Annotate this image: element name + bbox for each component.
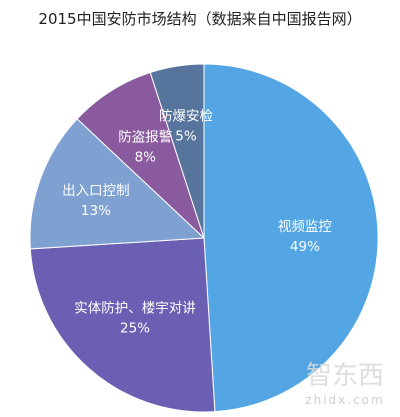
watermark-logo: 智东西 zhidx.com [305,361,384,407]
slice-value-4: 8% [135,149,157,165]
slice-value-1: 49% [290,239,320,255]
pie-slice-2 [29,237,216,413]
slice-value-3: 13% [81,203,111,219]
slice-label-4: 防盗报警 [118,129,172,145]
slice-label-1: 视频监控 [278,219,332,235]
slice-value-5: 5% [175,129,197,145]
pie-labels: 视频监控 49% 实体防护、楼宇对讲 25% 出入口控制 13% 防盗报警 8% 防爆安检 5% [62,109,332,337]
slice-value-2: 25% [120,320,150,336]
watermark-logo-text: 智东西 [306,361,384,391]
pie-slice-5 [149,63,205,239]
slice-label-2: 实体防护、楼宇对讲 [74,300,196,316]
pie-slice-3 [29,118,206,250]
slice-label-3: 出入口控制 [62,183,130,199]
watermark-url: zhidx.com [305,393,384,407]
pie-slices [29,63,379,413]
chart-title: 2015中国安防市场结构（数据来自中国报告网） [38,10,362,28]
slice-label-5: 防爆安检 [159,109,213,125]
pie-slice-1 [203,63,379,413]
